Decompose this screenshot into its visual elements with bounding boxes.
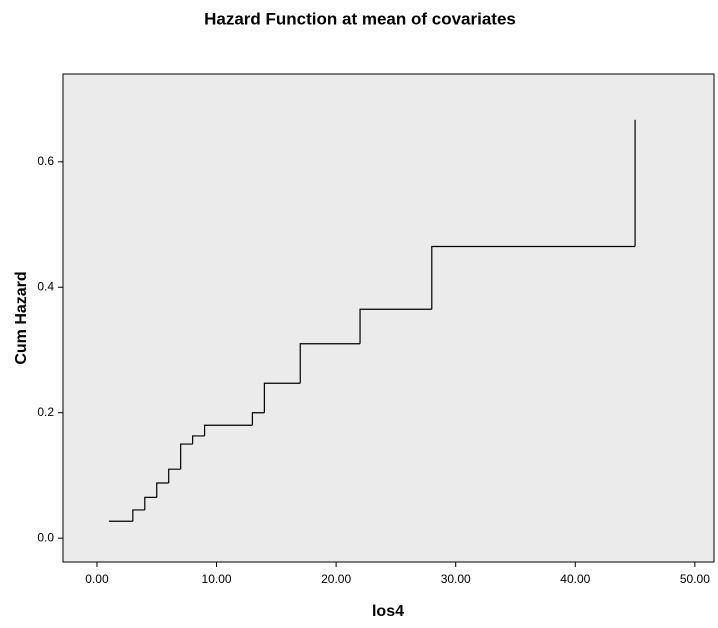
step <box>168 468 181 483</box>
plot-area <box>62 73 715 563</box>
x-tick-label: 50.00 <box>680 572 710 586</box>
step <box>299 343 361 384</box>
step <box>132 509 145 522</box>
chart-title: Hazard Function at mean of covariates <box>204 9 516 28</box>
y-axis-title: Cum Hazard <box>13 271 30 364</box>
step <box>180 443 193 470</box>
step <box>431 245 636 310</box>
x-tick-label: 30.00 <box>441 572 471 586</box>
x-axis-title: los4 <box>372 603 404 620</box>
step <box>263 382 301 413</box>
y-tick-label: 0.2 <box>37 405 54 419</box>
step <box>359 308 432 344</box>
x-tick-label: 10.00 <box>202 572 232 586</box>
x-tick-label: 40.00 <box>560 572 590 586</box>
step <box>156 482 169 498</box>
y-tick-label: 0.6 <box>37 154 54 168</box>
y-tick-label: 0.0 <box>37 530 54 544</box>
step <box>203 424 253 436</box>
y-tick-label: 0.4 <box>37 279 54 293</box>
step <box>144 496 157 510</box>
step <box>192 435 205 445</box>
x-tick-label: 0.00 <box>85 572 109 586</box>
step <box>251 412 265 426</box>
x-tick-label: 20.00 <box>321 572 351 586</box>
